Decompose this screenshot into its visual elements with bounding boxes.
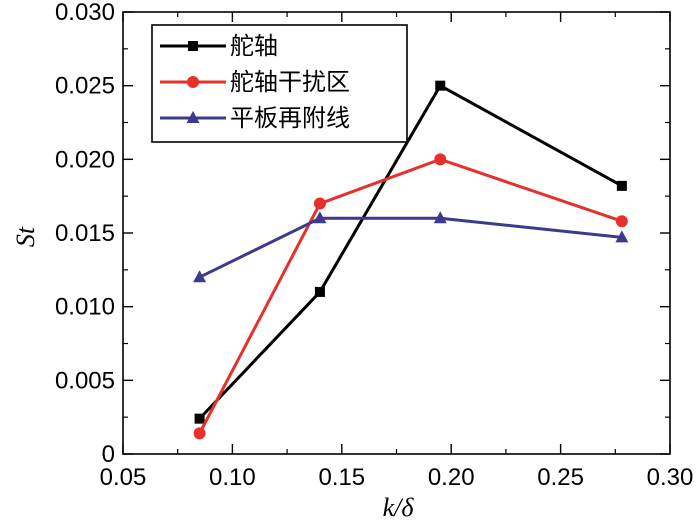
series-line	[198, 83, 623, 420]
data-point	[435, 80, 446, 91]
x-axis-title: k/δ	[383, 493, 415, 522]
legend-entry: 舵轴干扰区	[160, 68, 350, 96]
data-point	[615, 230, 629, 243]
data-point	[616, 180, 627, 191]
x-tick-label: 0.15	[318, 464, 365, 491]
y-tick-label: 0.030	[55, 0, 115, 26]
y-tick-label: 0	[102, 441, 115, 468]
x-tick-label: 0.10	[209, 464, 256, 491]
axis-layer: 0.05 0.10 0.15 0.20 0.25 0.30 0 0.005 0.010 0.015…	[55, 0, 693, 491]
legend-entry: 舵轴	[160, 32, 278, 60]
legend-marker	[188, 41, 198, 51]
data-point	[313, 197, 326, 210]
legend-marker	[186, 111, 200, 123]
y-tick-label: 0.010	[55, 294, 115, 321]
data-point	[193, 427, 206, 440]
data-point	[314, 286, 325, 297]
series-3	[193, 211, 629, 283]
y-tick-label: 0.005	[55, 367, 115, 394]
plot-layer	[193, 80, 629, 440]
data-point	[615, 215, 628, 228]
legend-marker	[187, 76, 199, 88]
series-line	[198, 157, 623, 435]
y-axis-title: St	[11, 226, 40, 247]
data-point	[194, 413, 205, 424]
legend-label: 舵轴	[230, 32, 278, 60]
legend-label: 平板再附线	[230, 104, 350, 132]
y-tick-label: 0.015	[55, 220, 115, 247]
y-tick-label: 0.020	[55, 146, 115, 173]
x-tick-label: 0.25	[537, 464, 584, 491]
data-point	[313, 211, 327, 224]
y-tick-label: 0.025	[55, 73, 115, 100]
legend-label: 舵轴干扰区	[230, 68, 350, 96]
series-2	[193, 153, 628, 440]
data-point	[193, 270, 207, 283]
series-line	[198, 216, 623, 279]
legend-entry: 平板再附线	[160, 104, 350, 132]
x-tick-label: 0.05	[100, 464, 147, 491]
x-tick-label: 0.30	[647, 464, 694, 491]
series-1	[194, 80, 627, 424]
x-tick-label: 0.20	[428, 464, 475, 491]
data-point	[433, 211, 447, 224]
data-point	[434, 153, 447, 166]
